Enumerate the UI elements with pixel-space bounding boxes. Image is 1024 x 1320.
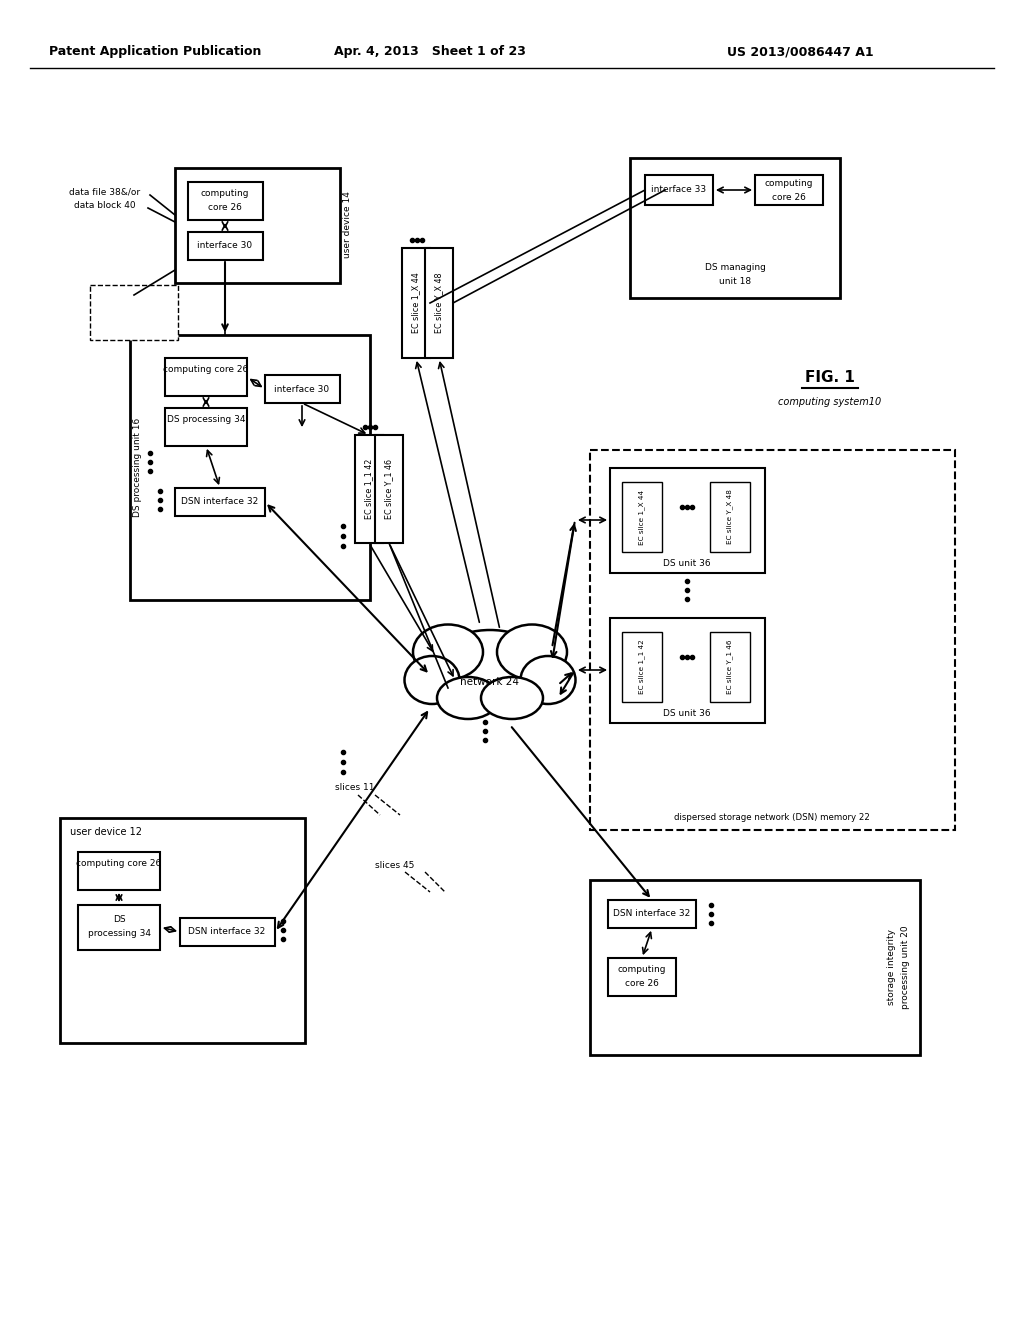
Text: interface 30: interface 30 bbox=[198, 242, 253, 251]
Text: DSN interface 32: DSN interface 32 bbox=[188, 928, 265, 936]
Text: DSN interface 32: DSN interface 32 bbox=[613, 909, 690, 919]
Text: network 24: network 24 bbox=[461, 677, 519, 686]
Ellipse shape bbox=[404, 656, 460, 704]
Bar bbox=[710, 632, 750, 702]
Text: EC slice Y_1 46: EC slice Y_1 46 bbox=[384, 459, 393, 519]
Bar bbox=[175, 488, 265, 516]
Text: computing: computing bbox=[617, 965, 667, 974]
Bar bbox=[78, 851, 160, 890]
Bar bbox=[630, 158, 840, 298]
Bar bbox=[622, 632, 662, 702]
Text: computing: computing bbox=[201, 190, 249, 198]
Bar bbox=[710, 482, 750, 552]
Text: FIG. 1: FIG. 1 bbox=[805, 371, 855, 385]
Text: core 26: core 26 bbox=[772, 193, 806, 202]
Text: DS: DS bbox=[113, 915, 125, 924]
Text: core 26: core 26 bbox=[625, 979, 658, 989]
Bar bbox=[60, 818, 305, 1043]
Bar bbox=[265, 375, 340, 403]
Bar bbox=[590, 880, 920, 1055]
Text: EC slice Y_1 46: EC slice Y_1 46 bbox=[727, 640, 733, 694]
Text: unit 18: unit 18 bbox=[719, 277, 751, 286]
Bar bbox=[175, 168, 340, 282]
Text: computing system10: computing system10 bbox=[778, 397, 882, 407]
Text: EC slice 1_X 44: EC slice 1_X 44 bbox=[639, 490, 645, 545]
Text: EC slice 1_1 42: EC slice 1_1 42 bbox=[639, 640, 645, 694]
Bar bbox=[355, 436, 383, 543]
Bar bbox=[188, 232, 263, 260]
Text: DSN interface 32: DSN interface 32 bbox=[181, 498, 259, 507]
Text: storage integrity: storage integrity bbox=[888, 929, 896, 1005]
Ellipse shape bbox=[481, 677, 543, 719]
Text: processing unit 20: processing unit 20 bbox=[901, 925, 910, 1008]
Text: computing: computing bbox=[765, 178, 813, 187]
Bar bbox=[78, 906, 160, 950]
Text: core 26: core 26 bbox=[208, 203, 242, 213]
Text: computing core 26: computing core 26 bbox=[77, 859, 162, 869]
Text: EC slice Y_X 48: EC slice Y_X 48 bbox=[434, 273, 443, 333]
Text: data file 38&/or: data file 38&/or bbox=[70, 187, 140, 197]
Bar bbox=[165, 408, 247, 446]
Text: DS unit 36: DS unit 36 bbox=[664, 558, 711, 568]
Bar bbox=[402, 248, 430, 358]
Bar bbox=[180, 917, 275, 946]
Ellipse shape bbox=[413, 624, 483, 680]
Bar bbox=[645, 176, 713, 205]
Text: EC slice Y_X 48: EC slice Y_X 48 bbox=[727, 490, 733, 544]
Text: US 2013/0086447 A1: US 2013/0086447 A1 bbox=[727, 45, 873, 58]
Bar bbox=[755, 176, 823, 205]
Ellipse shape bbox=[497, 624, 567, 680]
Text: user device 14: user device 14 bbox=[343, 191, 352, 259]
Text: slices 11: slices 11 bbox=[335, 784, 375, 792]
Text: processing 34: processing 34 bbox=[87, 928, 151, 937]
Bar bbox=[165, 358, 247, 396]
Text: user device 12: user device 12 bbox=[70, 828, 142, 837]
Bar bbox=[610, 618, 765, 723]
Text: DS processing unit 16: DS processing unit 16 bbox=[133, 417, 142, 516]
Text: data block 40: data block 40 bbox=[74, 202, 136, 210]
Text: slices 45: slices 45 bbox=[376, 861, 415, 870]
Text: EC slice 1_X 44: EC slice 1_X 44 bbox=[412, 273, 421, 334]
Ellipse shape bbox=[430, 630, 550, 710]
Text: DS unit 36: DS unit 36 bbox=[664, 709, 711, 718]
Text: Patent Application Publication: Patent Application Publication bbox=[49, 45, 261, 58]
Text: EC slice 1_1 42: EC slice 1_1 42 bbox=[365, 459, 374, 519]
Bar bbox=[375, 436, 403, 543]
Bar bbox=[188, 182, 263, 220]
Ellipse shape bbox=[437, 677, 499, 719]
Bar bbox=[608, 958, 676, 997]
Bar bbox=[610, 469, 765, 573]
Text: DS processing 34: DS processing 34 bbox=[167, 416, 246, 425]
Text: computing core 26: computing core 26 bbox=[164, 366, 249, 375]
Bar bbox=[425, 248, 453, 358]
Bar bbox=[590, 450, 955, 830]
Ellipse shape bbox=[520, 656, 575, 704]
Bar bbox=[622, 482, 662, 552]
Text: Apr. 4, 2013   Sheet 1 of 23: Apr. 4, 2013 Sheet 1 of 23 bbox=[334, 45, 526, 58]
Text: DS managing: DS managing bbox=[705, 264, 765, 272]
Text: interface 30: interface 30 bbox=[274, 384, 330, 393]
Text: dispersed storage network (DSN) memory 22: dispersed storage network (DSN) memory 2… bbox=[674, 813, 870, 822]
Text: interface 33: interface 33 bbox=[651, 186, 707, 194]
Bar bbox=[608, 900, 696, 928]
Bar bbox=[130, 335, 370, 601]
Bar bbox=[90, 285, 178, 341]
